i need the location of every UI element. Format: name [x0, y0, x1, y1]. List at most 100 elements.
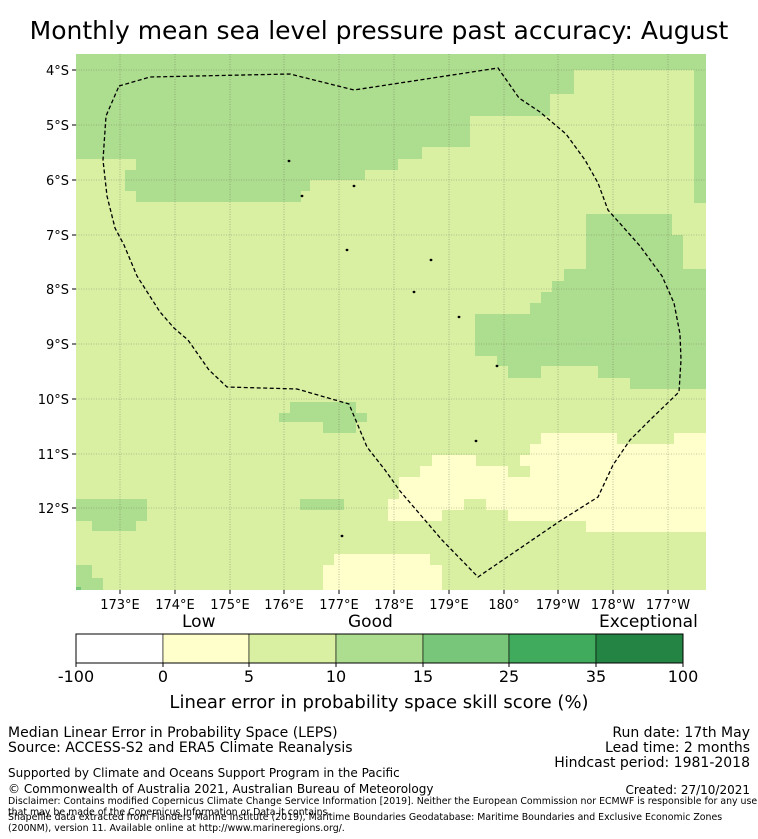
- lon-label: 177°E: [319, 598, 359, 613]
- island: [287, 159, 291, 163]
- field-cell: [399, 477, 706, 499]
- field-cell: [530, 303, 706, 314]
- field-cell: [694, 54, 706, 70]
- field-cell: [76, 54, 694, 70]
- field-cell: [388, 510, 442, 521]
- footer-created: Created: 27/10/2021: [625, 783, 750, 797]
- lat-label: 4°S: [46, 64, 69, 79]
- lon-label: 173°E: [100, 598, 140, 613]
- colorbar-tick: 100: [667, 667, 699, 686]
- lat-label: 6°S: [46, 174, 69, 189]
- field-cell: [475, 314, 706, 325]
- colorbar-tick: 15: [412, 667, 434, 686]
- field-cell: [76, 499, 147, 510]
- island: [352, 184, 356, 188]
- colorbar-tick: -100: [57, 667, 95, 686]
- field-cell: [125, 180, 310, 191]
- field-cell: [290, 402, 356, 413]
- colorbar-tick: 10: [325, 667, 347, 686]
- colorbar-tick: 5: [243, 667, 255, 686]
- field-cell: [76, 587, 81, 590]
- lat-label: 5°S: [46, 119, 69, 134]
- field-cell: [630, 378, 706, 389]
- colorbar-segment: [75, 633, 164, 664]
- lon-label: 178°E: [374, 598, 414, 613]
- field-cell: [300, 499, 344, 510]
- footer-support: Supported by Climate and Oceans Support …: [8, 766, 400, 780]
- field-cell: [541, 292, 706, 303]
- field-cell: [683, 70, 694, 92]
- field-cell: [574, 70, 618, 92]
- field-cell: [323, 565, 442, 590]
- island: [345, 248, 349, 252]
- colorbar-segment: [422, 633, 510, 664]
- field-cell: [125, 170, 365, 180]
- field-cell: [420, 466, 508, 477]
- colorbar-tick: 25: [498, 667, 520, 686]
- field-cell: [530, 444, 706, 455]
- footer-lead-time: Lead time: 2 months: [605, 740, 750, 756]
- footer-shapefile: Shapefile data extracted from Flanders M…: [8, 812, 723, 834]
- colorbar-label-low: Low: [182, 612, 216, 632]
- field-cell: [76, 116, 136, 136]
- lat-label: 8°S: [46, 283, 69, 298]
- footer-disclaimer: Disclaimer: Contains modified Copernicus…: [8, 796, 758, 818]
- field-cell: [136, 116, 470, 147]
- lat-label: 12°S: [38, 502, 69, 517]
- lon-label: 179°E: [429, 598, 469, 613]
- field-cell: [530, 466, 706, 477]
- field-cell: [475, 345, 706, 356]
- lon-label: 176°E: [264, 598, 304, 613]
- lon-label: 177°W: [646, 598, 690, 613]
- island: [457, 315, 461, 319]
- lat-label: 11°S: [38, 448, 69, 463]
- colorbar: [75, 633, 684, 667]
- field-cell: [694, 70, 706, 92]
- field-cell: [136, 191, 301, 202]
- colorbar-frame: [75, 633, 684, 664]
- field-cell: [520, 455, 706, 466]
- field-cell: [76, 510, 147, 521]
- field-cell: [76, 136, 136, 159]
- field-cell: [508, 366, 541, 378]
- field-cell: [279, 413, 367, 422]
- field-cell: [136, 159, 398, 170]
- field-cell: [92, 521, 136, 531]
- footer-copyright: © Commonwealth of Australia 2021, Austra…: [8, 782, 434, 796]
- colorbar-segment: [162, 633, 250, 664]
- field-cell: [475, 325, 706, 345]
- eez-boundary: [102, 67, 682, 578]
- colorbar-label-good: Good: [348, 612, 393, 632]
- colorbar-label-exceptional: Exceptional: [599, 612, 698, 632]
- field-cell: [508, 510, 706, 521]
- field-cell: [497, 356, 706, 366]
- field-cell: [486, 499, 706, 510]
- colorbar-segment: [248, 633, 337, 664]
- skill-field: [76, 54, 706, 590]
- colorbar-tick: 0: [157, 667, 169, 686]
- lat-label: 10°S: [38, 393, 69, 408]
- colorbar-segment: [335, 633, 424, 664]
- field-cell: [76, 94, 550, 116]
- field-cell: [334, 554, 430, 565]
- field-cell: [552, 281, 706, 292]
- island: [300, 194, 304, 198]
- lon-label: 174°E: [155, 598, 195, 613]
- lon-label: 180°: [488, 598, 519, 613]
- lon-label: 179°W: [536, 598, 580, 613]
- lat-label: 9°S: [46, 338, 69, 353]
- field-cell: [674, 433, 706, 444]
- colorbar-axis-label: Linear error in probability space skill …: [169, 692, 589, 713]
- lat-label: 7°S: [46, 229, 69, 244]
- map-plot-area: 4°S 5°S 6°S 7°S 8°S 9°S 10°S 11°S 12°S 173°E 174°E…: [38, 54, 706, 613]
- island: [412, 290, 416, 294]
- field-cell: [598, 366, 706, 378]
- field-cell: [76, 70, 574, 86]
- footer-source: Source: ACCESS-S2 and ERA5 Climate Reana…: [8, 740, 353, 756]
- field-cell: [586, 214, 672, 235]
- field-cell: [694, 92, 706, 203]
- field-cell: [323, 422, 356, 433]
- lon-label: 175°E: [210, 598, 250, 613]
- colorbar-tick: 35: [585, 667, 607, 686]
